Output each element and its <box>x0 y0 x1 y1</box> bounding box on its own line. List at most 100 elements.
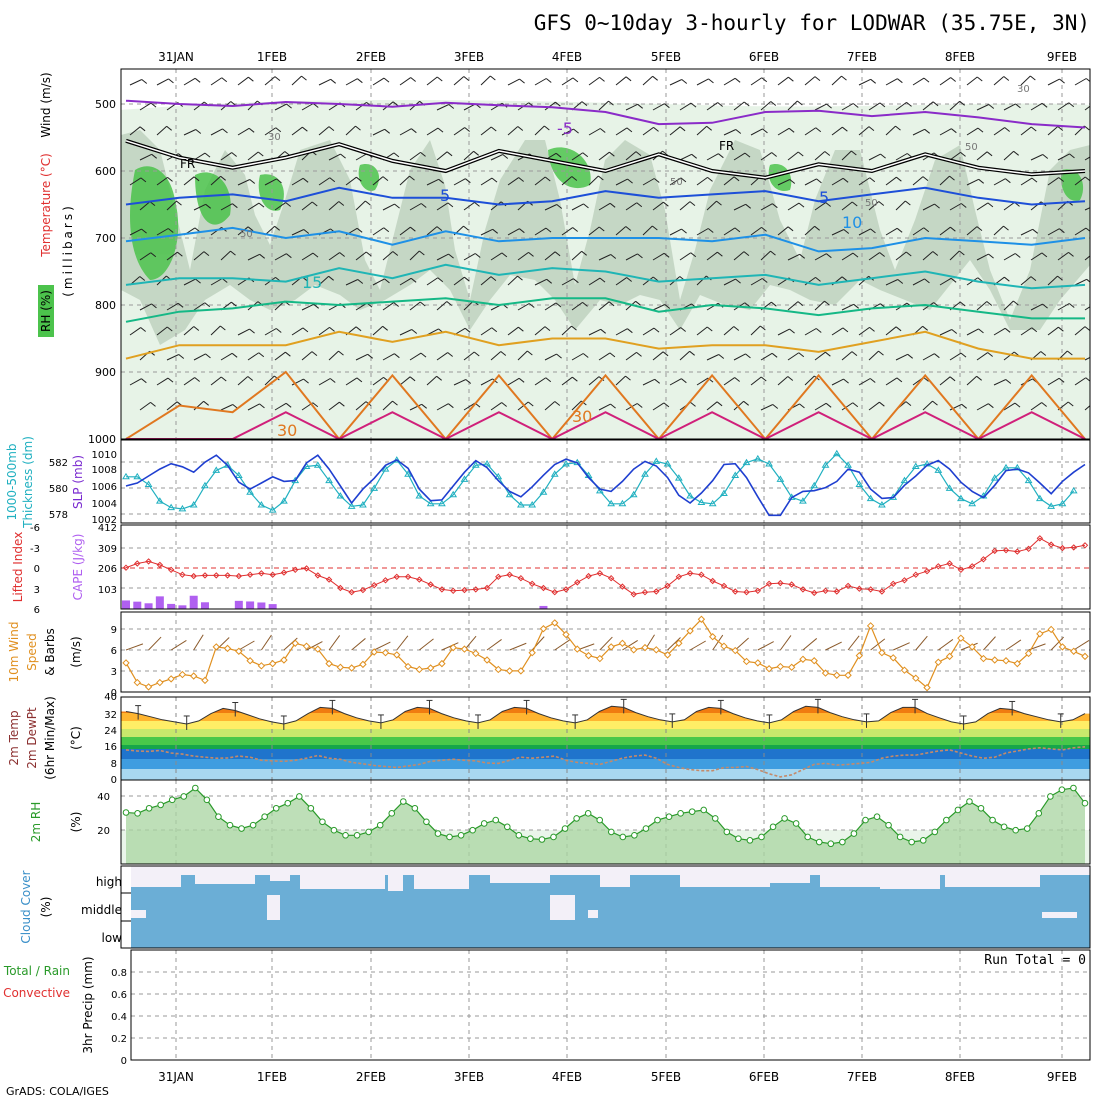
wind-barb <box>436 202 449 211</box>
wind-barb <box>652 103 665 111</box>
wind-barb <box>156 377 169 386</box>
wind-barb <box>264 328 277 336</box>
wind-barb-flag <box>826 253 832 259</box>
wind-barb-flag <box>1084 176 1090 182</box>
wind-barb <box>544 101 556 111</box>
wind-barb-flag <box>851 351 858 357</box>
wind-barb <box>355 101 367 111</box>
wind-barb-flag <box>600 328 606 334</box>
wind-barb-flag <box>258 202 265 208</box>
wind-barb <box>291 378 304 386</box>
wind-barb-flag <box>1095 401 1100 405</box>
wind10-point <box>855 651 864 660</box>
wind-barb-flag <box>1097 354 1100 358</box>
wind10-point <box>799 655 807 663</box>
wind-barb <box>490 201 502 211</box>
rh2m-point <box>607 828 615 836</box>
wind-barb <box>183 77 196 86</box>
wind-barb-flag <box>491 177 498 183</box>
wind10-point <box>404 662 412 671</box>
upper-wind-legend: Wind (m/s) <box>39 72 53 137</box>
wind-barb-flag <box>474 201 480 207</box>
rh2m-point <box>873 813 881 821</box>
wind-barb-flag <box>842 126 848 132</box>
wind10-point <box>257 662 266 670</box>
wind10-barb <box>148 636 162 651</box>
rh2m-point <box>515 831 523 839</box>
wind-barb <box>966 375 977 386</box>
tick-label: 16 <box>104 742 117 753</box>
date-label: 31JAN <box>158 1070 194 1084</box>
lifted-index-point <box>1025 545 1032 553</box>
tick-label: 1004 <box>92 499 117 510</box>
wind-barb <box>534 326 546 336</box>
wind-barb-flag <box>357 78 363 84</box>
wind10-barb <box>1050 636 1065 651</box>
wind-barb <box>679 201 691 211</box>
lifted-index-point <box>224 572 231 579</box>
wind10-point <box>923 683 931 692</box>
wind-barb <box>436 301 448 311</box>
wind-barb <box>409 250 420 261</box>
thickness-point <box>776 475 785 482</box>
wind-barb-flag <box>367 353 373 359</box>
cape-bar <box>144 603 153 609</box>
wind-barb <box>490 252 503 261</box>
rh2m-point <box>677 810 684 817</box>
rh2m-point <box>885 821 892 829</box>
wind-barb-flag <box>609 151 615 157</box>
upper-panel-frame <box>120 68 1091 440</box>
wind-barb <box>544 401 556 411</box>
wind-barb-flag <box>789 328 795 334</box>
wind-barb-flag <box>1067 350 1073 356</box>
temp-mask <box>121 697 1090 724</box>
wind-barb <box>814 253 827 261</box>
wind10-point <box>720 642 728 650</box>
wind-barb-flag <box>988 403 994 409</box>
wind-barb <box>1084 207 1090 211</box>
wind-barb-flag <box>438 178 444 184</box>
wind-barb <box>517 350 528 361</box>
wind-barb-flag <box>382 176 389 182</box>
wind-barb <box>544 302 557 311</box>
thickness-point <box>900 476 909 484</box>
wind-barb <box>139 401 151 411</box>
wind-barb <box>615 76 627 86</box>
cape-bar <box>178 605 187 609</box>
lifted-index-point <box>901 577 908 584</box>
wind-barb <box>1030 154 1043 161</box>
wind-barb <box>210 325 221 336</box>
lifted-index-point <box>314 572 322 579</box>
rh-panel-frame <box>120 779 1091 865</box>
wind-barb-flag <box>446 301 453 306</box>
thickness-point <box>494 472 503 480</box>
wind-barb-flag <box>1005 379 1012 384</box>
wind-barb <box>534 78 547 86</box>
wind-barb-flag <box>841 75 847 81</box>
wind-barb <box>301 201 313 211</box>
thickness-point <box>765 459 773 467</box>
rh2m-point <box>319 818 326 826</box>
thickness-point <box>313 461 322 468</box>
wind-barb-flag <box>151 303 157 309</box>
date-label: 1FEB <box>257 1070 287 1084</box>
wind-barb <box>129 327 141 336</box>
wind-barb-flag <box>448 403 454 409</box>
rh2m-point <box>584 810 592 817</box>
rh2m-point <box>769 823 777 831</box>
precip-label-b: Convective <box>3 986 70 1000</box>
wind-barb-flag <box>627 178 633 184</box>
wind-barb <box>679 252 692 261</box>
wind-barb <box>804 225 815 236</box>
wind-barb-flag <box>501 402 507 407</box>
wind-barb <box>615 375 626 386</box>
wind-barb <box>922 251 934 261</box>
wind-barb-flag <box>932 400 938 406</box>
wind-barb <box>345 176 357 186</box>
upper-y-label: (millibars) <box>61 203 75 297</box>
wind-barb-flag <box>743 400 749 406</box>
wind-barb-flag <box>193 176 200 182</box>
wind-barb-flag <box>528 251 534 257</box>
wind-barb-flag <box>716 200 722 206</box>
wind-barb <box>156 176 168 186</box>
